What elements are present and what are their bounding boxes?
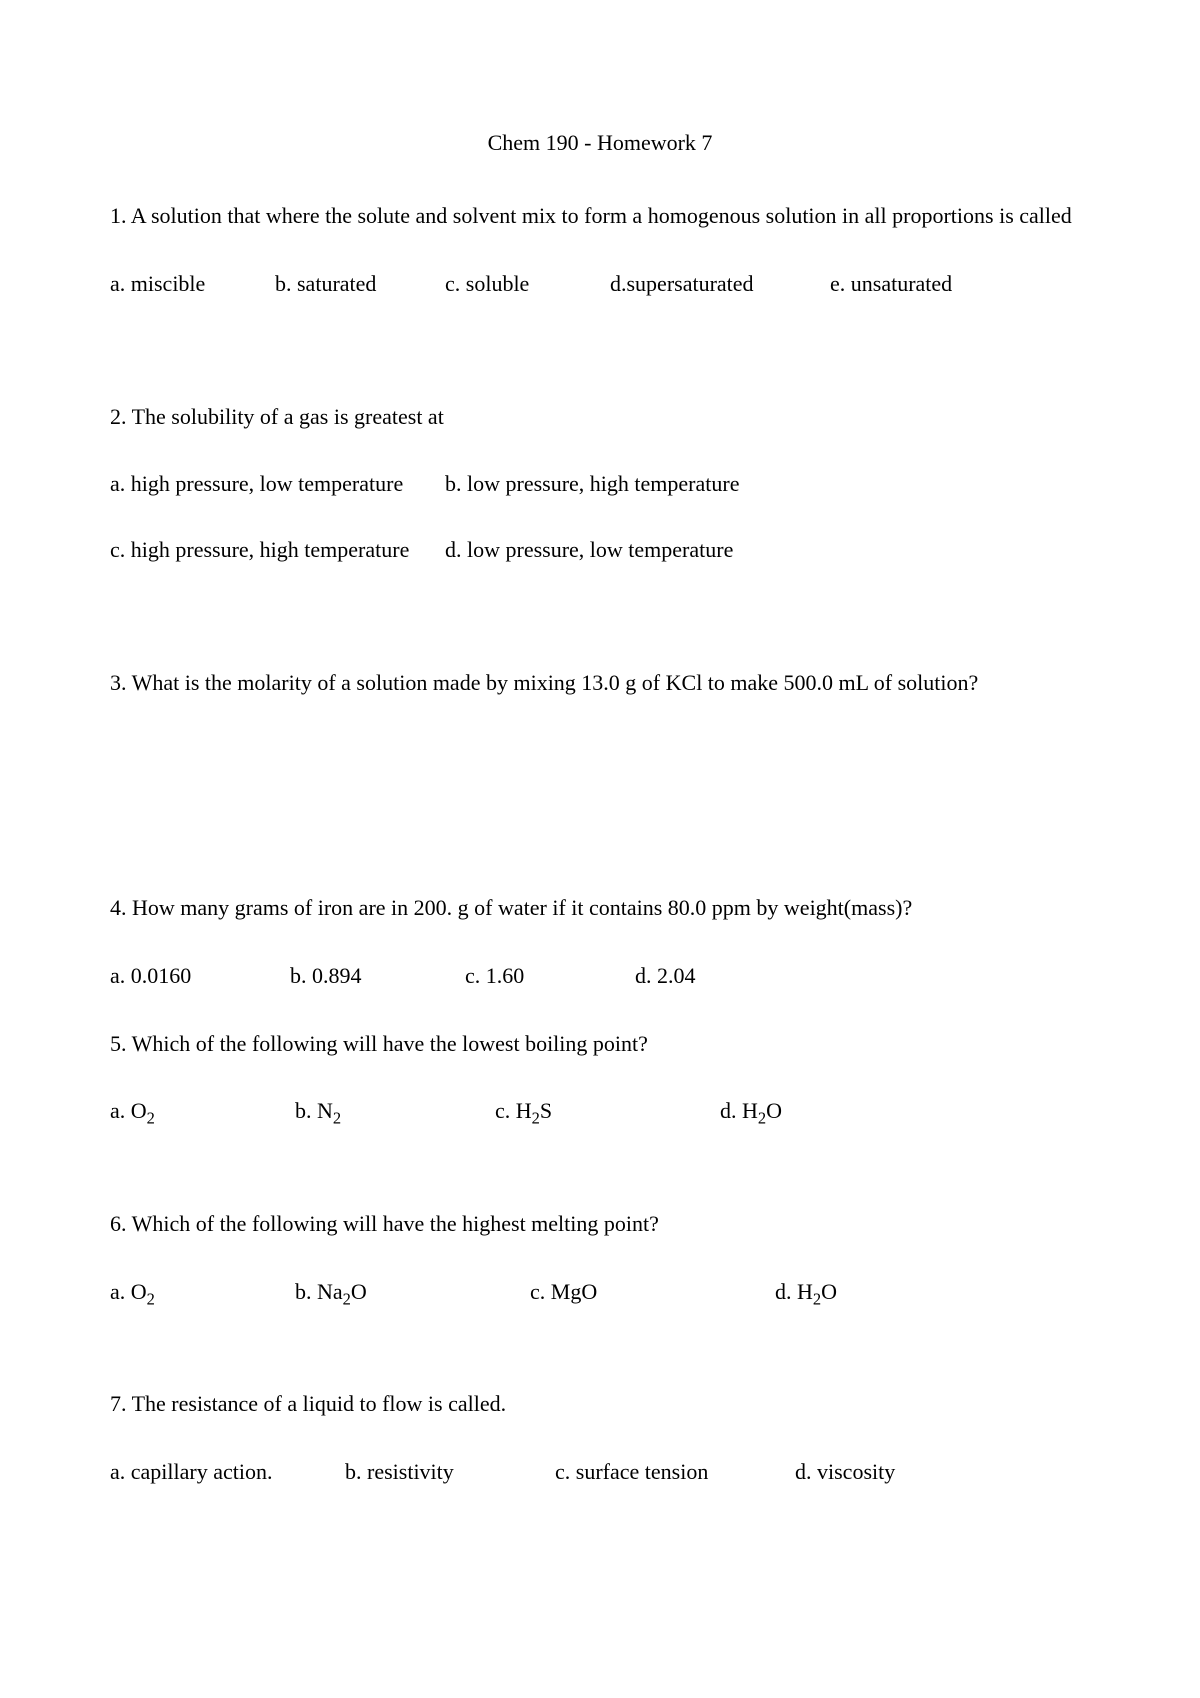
q1-option-e: e. unsaturated: [830, 271, 952, 297]
question-1-options: a. miscible b. saturated c. soluble d.su…: [110, 271, 1090, 297]
q7-option-c: c. surface tension: [555, 1459, 795, 1485]
q5-option-d: d. H2O: [720, 1098, 782, 1128]
question-2-options-row1: a. high pressure, low temperature b. low…: [110, 471, 1090, 497]
question-7-options: a. capillary action. b. resistivity c. s…: [110, 1459, 1090, 1485]
q6-option-c: c. MgO: [530, 1279, 775, 1309]
q5-option-b: b. N2: [295, 1098, 495, 1128]
question-6-options: a. O2 b. Na2O c. MgO d. H2O: [110, 1279, 1090, 1309]
question-5-options: a. O2 b. N2 c. H2S d. H2O: [110, 1098, 1090, 1128]
question-2-options-row2: c. high pressure, high temperature d. lo…: [110, 537, 1090, 563]
question-4: 4. How many grams of iron are in 200. g …: [110, 893, 1090, 989]
question-6: 6. Which of the following will have the …: [110, 1209, 1090, 1309]
q1-option-a: a. miscible: [110, 271, 275, 297]
q6-option-a: a. O2: [110, 1279, 295, 1309]
q1-option-d: d.supersaturated: [610, 271, 830, 297]
question-2: 2. The solubility of a gas is greatest a…: [110, 402, 1090, 564]
q4-option-b: b. 0.894: [290, 963, 465, 989]
question-5-text: 5. Which of the following will have the …: [110, 1029, 1090, 1059]
q4-option-c: c. 1.60: [465, 963, 635, 989]
question-4-text: 4. How many grams of iron are in 200. g …: [110, 893, 1090, 923]
q6-option-d: d. H2O: [775, 1279, 837, 1309]
q7-option-a: a. capillary action.: [110, 1459, 345, 1485]
question-3-text: 3. What is the molarity of a solution ma…: [110, 668, 1090, 698]
q5-option-c: c. H2S: [495, 1098, 720, 1128]
q2-option-a: a. high pressure, low temperature: [110, 471, 445, 497]
q1-option-c: c. soluble: [445, 271, 610, 297]
q4-option-d: d. 2.04: [635, 963, 696, 989]
question-6-text: 6. Which of the following will have the …: [110, 1209, 1090, 1239]
question-3: 3. What is the molarity of a solution ma…: [110, 668, 1090, 698]
q7-option-b: b. resistivity: [345, 1459, 555, 1485]
document-title: Chem 190 - Homework 7: [110, 130, 1090, 156]
q2-option-d: d. low pressure, low temperature: [445, 537, 733, 563]
q7-option-d: d. viscosity: [795, 1459, 895, 1485]
q1-option-b: b. saturated: [275, 271, 445, 297]
q2-option-c: c. high pressure, high temperature: [110, 537, 445, 563]
question-1: 1. A solution that where the solute and …: [110, 201, 1090, 297]
q4-option-a: a. 0.0160: [110, 963, 290, 989]
q5-option-a: a. O2: [110, 1098, 295, 1128]
question-1-text: 1. A solution that where the solute and …: [110, 201, 1090, 231]
question-5: 5. Which of the following will have the …: [110, 1029, 1090, 1129]
question-4-options: a. 0.0160 b. 0.894 c. 1.60 d. 2.04: [110, 963, 1090, 989]
q6-option-b: b. Na2O: [295, 1279, 530, 1309]
question-2-text: 2. The solubility of a gas is greatest a…: [110, 402, 1090, 432]
question-7-text: 7. The resistance of a liquid to flow is…: [110, 1389, 1090, 1419]
question-7: 7. The resistance of a liquid to flow is…: [110, 1389, 1090, 1485]
q2-option-b: b. low pressure, high temperature: [445, 471, 739, 497]
